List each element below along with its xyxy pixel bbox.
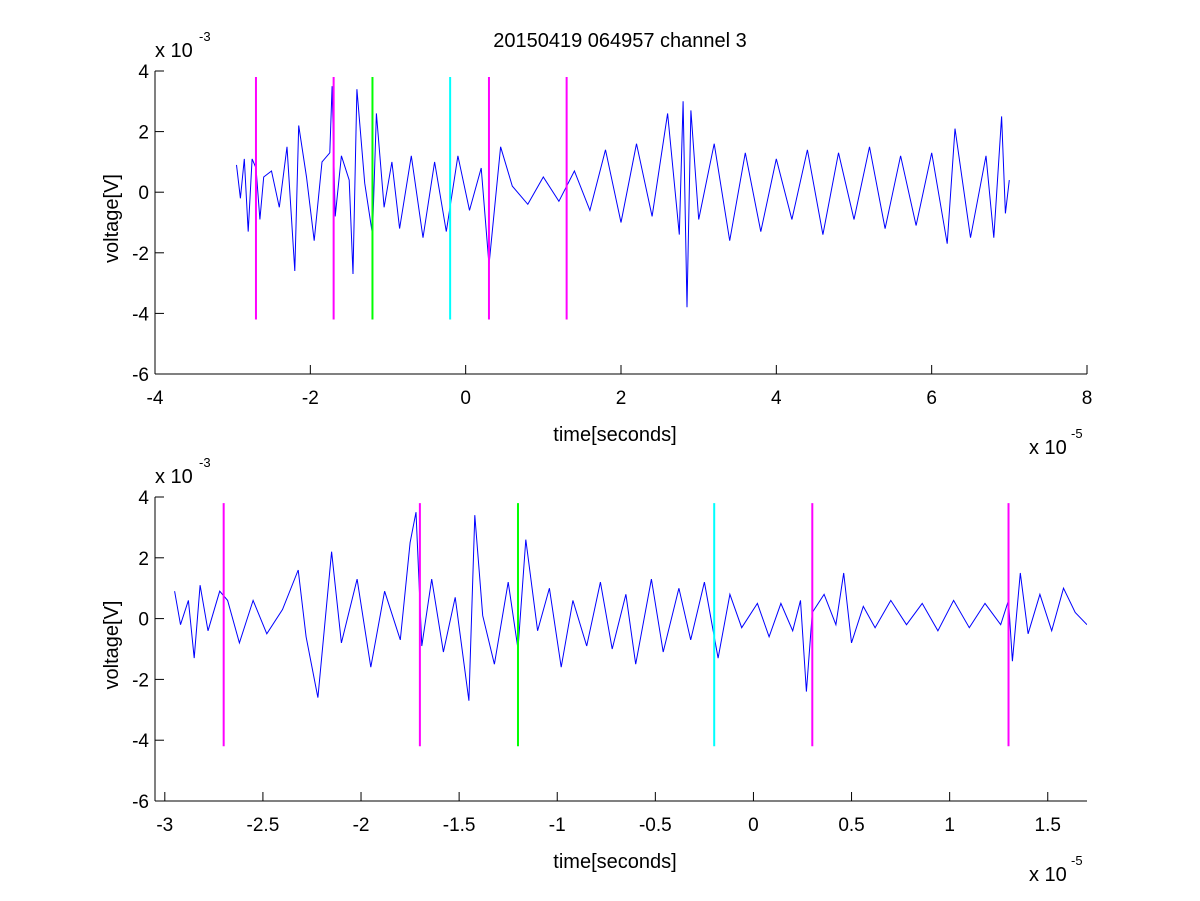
bottom-y-tick-label: -4 — [132, 731, 149, 752]
bottom-x-tick-label: 0.5 — [838, 815, 864, 836]
bottom-x-tick-label: -2.5 — [247, 815, 280, 836]
bottom-signal-line — [174, 512, 1087, 701]
bottom-y-tick-label: -2 — [132, 670, 149, 691]
top-x-tick-label: -4 — [147, 388, 164, 409]
bottom-x-tick-label: -3 — [156, 815, 173, 836]
top-x-exponent: x 10 — [1029, 437, 1067, 459]
top-y-exponent: x 10 — [155, 40, 193, 62]
top-y-axis-label: voltage[V] — [101, 174, 123, 263]
top-x-tick-label: 2 — [616, 388, 627, 409]
top-x-tick-label: 4 — [771, 388, 782, 409]
top-x-tick-label: 0 — [460, 388, 471, 409]
bottom-x-exponent: x 10 — [1029, 864, 1067, 886]
bottom-axes: 4 2 0 -2 -4 -6 -3 -2.5 -2 -1.5 -1 -0.5 0 0.5 1 1.5 time[… — [101, 455, 1087, 886]
top-x-exponent-power: -5 — [1071, 426, 1083, 441]
bottom-y-tick-label: 2 — [138, 549, 149, 570]
bottom-x-tick-label: 0 — [748, 815, 759, 836]
top-y-tick-label: 4 — [138, 62, 149, 83]
bottom-x-tick-label: -2 — [353, 815, 370, 836]
bottom-y-axis-label: voltage[V] — [101, 601, 123, 690]
top-x-tick-label: 8 — [1082, 388, 1093, 409]
top-signal-line — [236, 86, 1010, 308]
top-y-tick-label: 0 — [138, 183, 149, 204]
top-axes: 420-2-4-6-4 -2 0 2 4 6 8time[seconds]voltage[V… — [101, 29, 1092, 459]
bottom-x-tick-label: -1.5 — [443, 815, 476, 836]
top-y-tick-label: -4 — [132, 304, 149, 325]
figure-title: 20150419 064957 channel 3 — [493, 30, 747, 52]
top-x-tick-label: -2 — [302, 388, 319, 409]
bottom-y-exponent-power: -3 — [199, 455, 211, 470]
top-x-axis-label: time[seconds] — [553, 424, 676, 446]
top-y-exponent-power: -3 — [199, 29, 211, 44]
bottom-x-tick-label: 1.5 — [1035, 815, 1061, 836]
top-y-tick-label: -2 — [132, 244, 149, 265]
bottom-x-tick-label: -1 — [549, 815, 566, 836]
top-y-tick-label: 2 — [138, 123, 149, 144]
bottom-x-tick-label: 1 — [944, 815, 955, 836]
bottom-y-tick-label: 0 — [138, 610, 149, 631]
bottom-x-axis-label: time[seconds] — [553, 851, 676, 873]
bottom-x-exponent-power: -5 — [1071, 853, 1083, 868]
top-x-tick-label: 6 — [926, 388, 937, 409]
top-y-tick-label: -6 — [132, 365, 149, 386]
bottom-x-tick-label: -0.5 — [639, 815, 672, 836]
bottom-y-tick-label: -6 — [132, 792, 149, 813]
bottom-y-tick-label: 4 — [138, 488, 149, 509]
bottom-y-exponent: x 10 — [155, 466, 193, 488]
